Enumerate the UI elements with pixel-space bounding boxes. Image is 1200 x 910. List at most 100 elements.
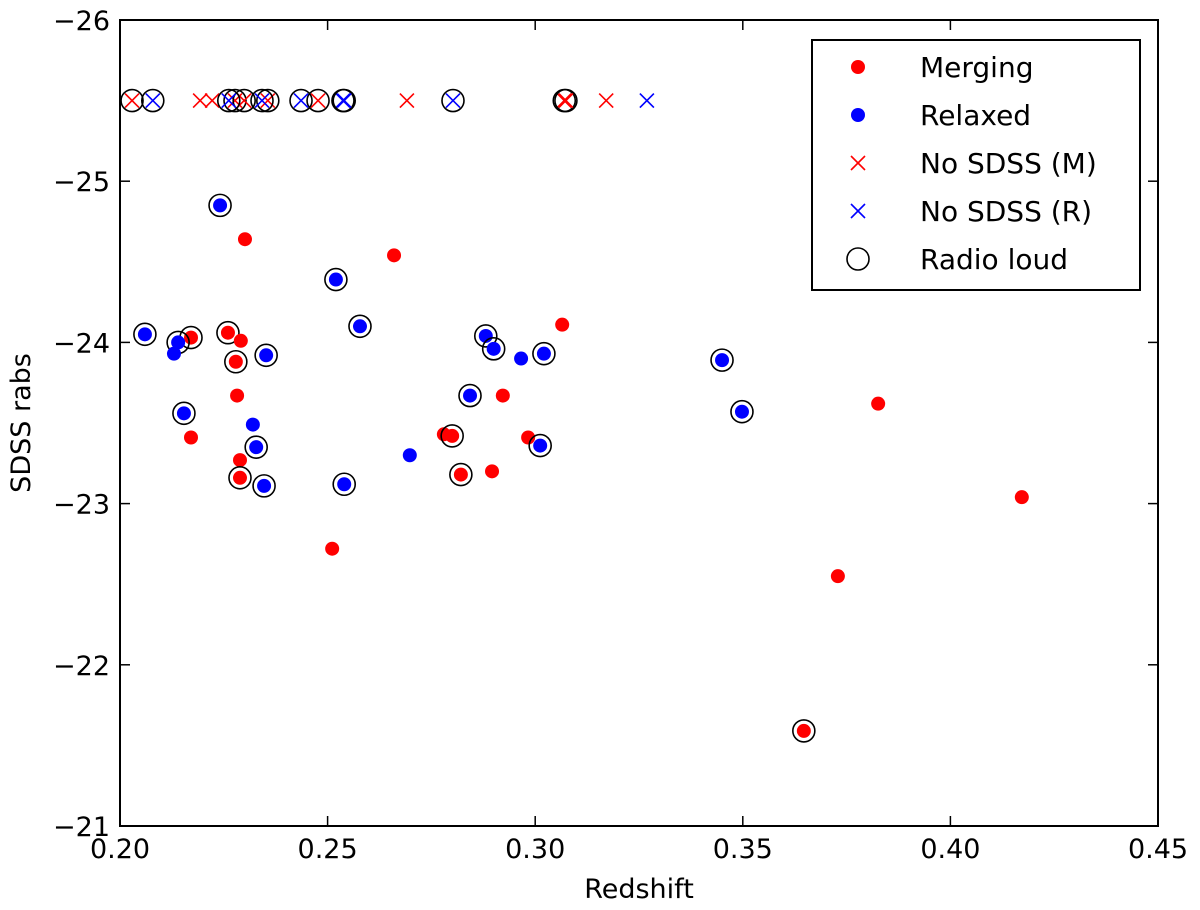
legend-marker: [850, 203, 866, 219]
no-sdss-marker: [310, 93, 326, 109]
y-tick-label: −25: [53, 167, 110, 198]
data-point: [166, 346, 181, 361]
series-relaxed: [133, 193, 754, 498]
y-tick-label: −23: [53, 490, 110, 521]
radio-loud-ring: [730, 399, 754, 424]
data-point: [485, 464, 500, 479]
x-stroke: [558, 93, 574, 109]
radio-loud-ring: [440, 424, 464, 448]
data-point: [387, 248, 402, 263]
legend-entry: Radio loud: [846, 243, 1068, 276]
no-sdss-marker: [556, 93, 572, 109]
x-stroke: [254, 93, 270, 109]
data-point: [533, 438, 548, 453]
radio-loud-ring: [528, 433, 552, 458]
x-stroke: [556, 93, 572, 109]
data-point: [257, 478, 272, 493]
radio-loud-ring: [554, 88, 578, 113]
legend-marker: [851, 60, 865, 74]
axis-ticks: 0.20 0.25 0.30 0.35 0.40 0.45 −26 −25 −24 −23 −22 −…: [53, 6, 1188, 865]
radio-loud-ring: [133, 322, 157, 347]
radio-loud-ring: [141, 88, 165, 113]
data-point: [176, 406, 191, 421]
data-point: [325, 541, 340, 556]
radio-loud-ring: [252, 474, 276, 498]
data-point: [734, 404, 749, 419]
data-point: [555, 317, 570, 332]
radio-loud-ring: [348, 314, 372, 339]
no-sdss-marker: [254, 93, 270, 109]
data-point: [463, 388, 478, 403]
x-stroke: [124, 93, 140, 109]
no-sdss-marker: [335, 93, 351, 109]
data-point: [796, 723, 811, 738]
radio-loud-ring: [710, 348, 734, 372]
no-sdss-marker: [192, 93, 208, 109]
legend-entry: Merging: [851, 51, 1033, 84]
data-point: [228, 354, 243, 369]
data-point: [220, 325, 235, 340]
no-sdss-marker: [639, 93, 655, 109]
no-sdss-marker: [204, 93, 220, 109]
x-tick-label: 0.20: [90, 834, 150, 865]
no-sdss-marker: [221, 93, 237, 109]
x-stroke: [145, 93, 161, 109]
radio-loud-ring: [223, 88, 247, 113]
series-no-sdss-m-: [120, 88, 614, 113]
radio-loud-ring: [449, 462, 473, 487]
plot-frame: [119, 19, 1159, 827]
data-point: [232, 470, 247, 485]
radio-loud-ring: [216, 320, 240, 345]
y-tick-label: −26: [53, 6, 110, 37]
no-sdss-marker: [336, 93, 352, 109]
legend-marker: [850, 155, 866, 171]
data-point: [514, 351, 529, 366]
data-point: [445, 428, 460, 443]
x-tick-label: 0.30: [505, 834, 565, 865]
no-sdss-marker: [598, 93, 614, 109]
data-point: [232, 453, 247, 468]
x-stroke: [293, 93, 309, 109]
data-point: [830, 569, 845, 584]
x-stroke: [850, 155, 866, 171]
y-tick-label: −22: [53, 651, 110, 682]
series-no-sdss-r-: [141, 88, 655, 113]
legend: Merging Relaxed No SDSS (M) No SDSS (R) Radi…: [811, 39, 1141, 291]
no-sdss-marker: [558, 93, 574, 109]
data-point: [233, 333, 248, 348]
data-point: [237, 232, 252, 247]
x-stroke: [204, 93, 220, 109]
legend-entry: No SDSS (M): [850, 147, 1097, 180]
data-point: [402, 448, 417, 463]
x-axis-label: Redshift: [584, 874, 694, 905]
data-point: [183, 330, 198, 345]
data-point: [328, 272, 343, 287]
radio-loud-ring: [244, 435, 268, 459]
radio-loud-ring: [306, 88, 330, 113]
data-point: [453, 467, 468, 482]
legend-label: No SDSS (R): [920, 195, 1092, 228]
radio-loud-ring: [532, 341, 556, 366]
data-point: [230, 388, 245, 403]
x-stroke: [399, 93, 415, 109]
no-sdss-marker: [124, 93, 140, 109]
radio-loud-ring: [481, 337, 506, 361]
x-stroke: [336, 93, 352, 109]
legend-box: [811, 39, 1141, 291]
x-stroke: [310, 93, 326, 109]
radio-loud-ring: [254, 343, 278, 368]
radio-loud-ring: [232, 88, 256, 113]
data-point: [352, 319, 367, 334]
data-point: [259, 348, 274, 363]
data-point: [213, 198, 228, 213]
x-stroke: [639, 93, 655, 109]
x-stroke: [850, 203, 866, 219]
radio-loud-ring: [441, 88, 465, 113]
x-tick-label: 0.45: [1128, 834, 1188, 865]
data-point: [521, 430, 536, 445]
radio-loud-ring: [473, 324, 498, 348]
radio-loud-ring: [228, 466, 252, 490]
legend-entry: No SDSS (R): [850, 195, 1092, 228]
data-point: [1014, 490, 1029, 505]
